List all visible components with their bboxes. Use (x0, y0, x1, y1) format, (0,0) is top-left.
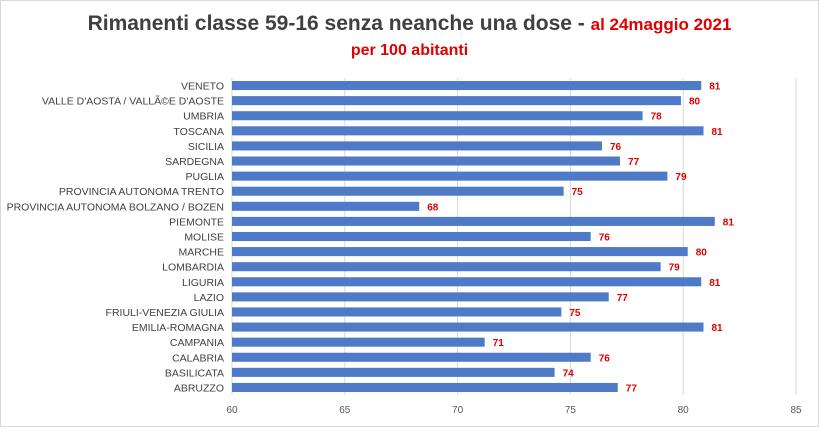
bar (232, 141, 602, 151)
data-label: 81 (709, 278, 721, 289)
bar (232, 81, 702, 91)
bar (232, 337, 485, 347)
category-label: ABRUZZO (174, 382, 224, 394)
bar (232, 367, 555, 377)
bar (232, 96, 681, 106)
category-label: SICILIA (188, 141, 224, 153)
data-label: 71 (493, 338, 505, 349)
data-label: 75 (572, 187, 584, 198)
category-label: EMILIA-ROMAGNA (132, 322, 224, 334)
category-label: LOMBARDIA (162, 262, 224, 274)
category-label: SARDEGNA (165, 156, 224, 168)
chart-subtitle: per 100 abitanti (350, 42, 469, 59)
data-label: 76 (610, 142, 622, 153)
x-axis-tick-labels: 60 65 70 75 80 85 (226, 405, 802, 416)
data-label: 77 (626, 383, 638, 394)
category-label: LIGURIA (182, 277, 224, 289)
bar (232, 216, 715, 226)
x-tick-label: 80 (678, 405, 690, 416)
category-label: PIEMONTE (169, 216, 224, 228)
chart-title-date: al 24maggio 2021 (590, 15, 732, 34)
category-label: MOLISE (184, 232, 224, 244)
bar (232, 382, 618, 392)
chart-title-main: Rimanenti classe 59-16 senza neanche una… (87, 12, 591, 35)
bar (232, 126, 704, 136)
data-label: 74 (563, 368, 575, 379)
data-label: 75 (569, 308, 581, 319)
category-label: BASILICATA (165, 367, 224, 379)
data-label: 79 (669, 263, 681, 274)
category-label: PUGLIA (185, 171, 224, 183)
category-label: MARCHE (178, 247, 224, 259)
data-label: 77 (617, 293, 629, 304)
category-label: LAZIO (194, 292, 224, 304)
data-label: 79 (675, 172, 687, 183)
category-labels: VENETO VALLE D'AOSTA / VALLÃ©E D'AOSTE UMB… (7, 81, 224, 395)
bar (232, 247, 688, 257)
bar (232, 201, 420, 211)
category-label: FRIULI-VENEZIA GIULIA (106, 307, 224, 319)
data-label: 81 (712, 127, 724, 138)
bar (232, 352, 591, 362)
data-label: 77 (628, 157, 640, 168)
bar (232, 262, 661, 272)
data-label: 81 (723, 217, 735, 228)
bar (232, 171, 668, 181)
category-label: VENETO (181, 81, 224, 93)
category-label: CALABRIA (172, 352, 224, 364)
bar (232, 322, 704, 332)
data-label: 81 (712, 323, 724, 334)
category-label: PROVINCIA AUTONOMA TRENTO (59, 186, 224, 198)
category-label: VALLE D'AOSTA / VALLÃ©E D'AOSTE (42, 95, 224, 108)
bar (232, 307, 562, 317)
bar (232, 186, 564, 196)
data-label: 76 (599, 233, 611, 244)
data-label: 78 (651, 112, 663, 123)
data-label: 80 (696, 248, 708, 259)
category-label: CAMPANIA (170, 337, 224, 349)
bar (232, 231, 591, 242)
x-tick-label: 70 (452, 405, 464, 416)
bar (232, 277, 702, 287)
category-label: PROVINCIA AUTONOMA BOLZANO / BOZEN (7, 201, 224, 213)
data-label: 68 (427, 202, 439, 213)
data-label: 81 (709, 82, 721, 93)
category-label: UMBRIA (183, 111, 224, 123)
bar (232, 292, 609, 302)
x-tick-label: 85 (790, 405, 802, 416)
category-label: TOSCANA (173, 126, 224, 138)
bars (232, 81, 715, 392)
x-tick-label: 75 (565, 405, 577, 416)
x-tick-label: 65 (339, 405, 351, 416)
value-labels: 81 80 78 81 76 77 79 75 68 81 76 80 79 81 77 75 81 71 76 74… (427, 82, 734, 395)
data-label: 76 (599, 353, 611, 364)
data-label: 80 (689, 97, 701, 108)
bar (232, 111, 643, 121)
x-tick-label: 60 (226, 405, 238, 416)
bar (232, 156, 621, 166)
chart-title: Rimanenti classe 59-16 senza neanche una… (0, 12, 819, 36)
